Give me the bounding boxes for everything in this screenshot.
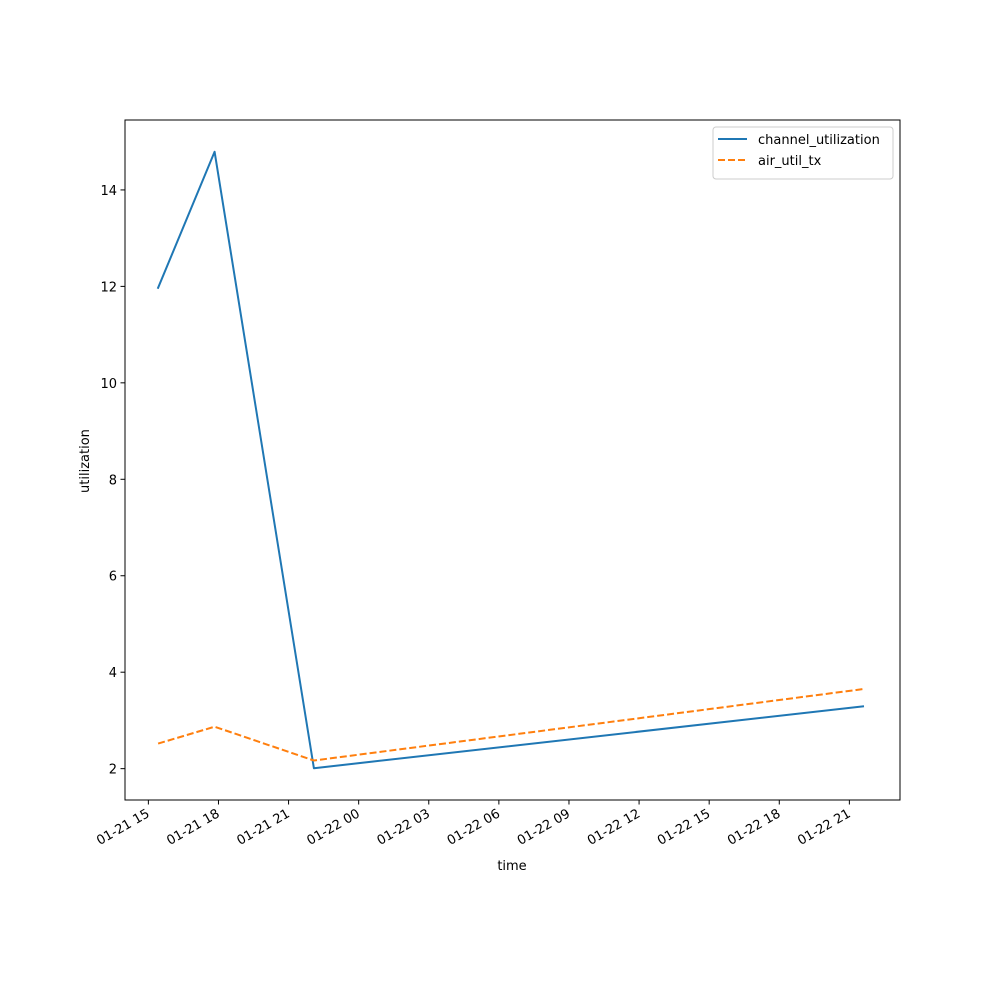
- y-tick-label: 6: [109, 570, 117, 585]
- y-tick-label: 14: [100, 184, 117, 199]
- series-line-air-util-tx: [157, 688, 864, 762]
- x-axis-label: time: [497, 859, 526, 874]
- series-line-channel-utilization: [156, 150, 865, 770]
- legend: channel_utilization air_util_tx: [712, 126, 894, 180]
- plot-area: [156, 150, 865, 770]
- y-tick-label: 10: [100, 377, 117, 392]
- y-axis: 2 4 6 8 10 12 14: [100, 184, 125, 778]
- y-tick-label: 12: [100, 280, 117, 295]
- axes-frame: [124, 119, 901, 801]
- y-tick-label: 2: [109, 763, 117, 778]
- legend-label: channel_utilization: [758, 133, 880, 148]
- legend-label: air_util_tx: [758, 154, 822, 169]
- y-tick-label: 4: [109, 666, 117, 681]
- legend-box: [712, 126, 894, 180]
- y-tick-label: 8: [109, 473, 117, 488]
- y-axis-label: utilization: [78, 429, 93, 493]
